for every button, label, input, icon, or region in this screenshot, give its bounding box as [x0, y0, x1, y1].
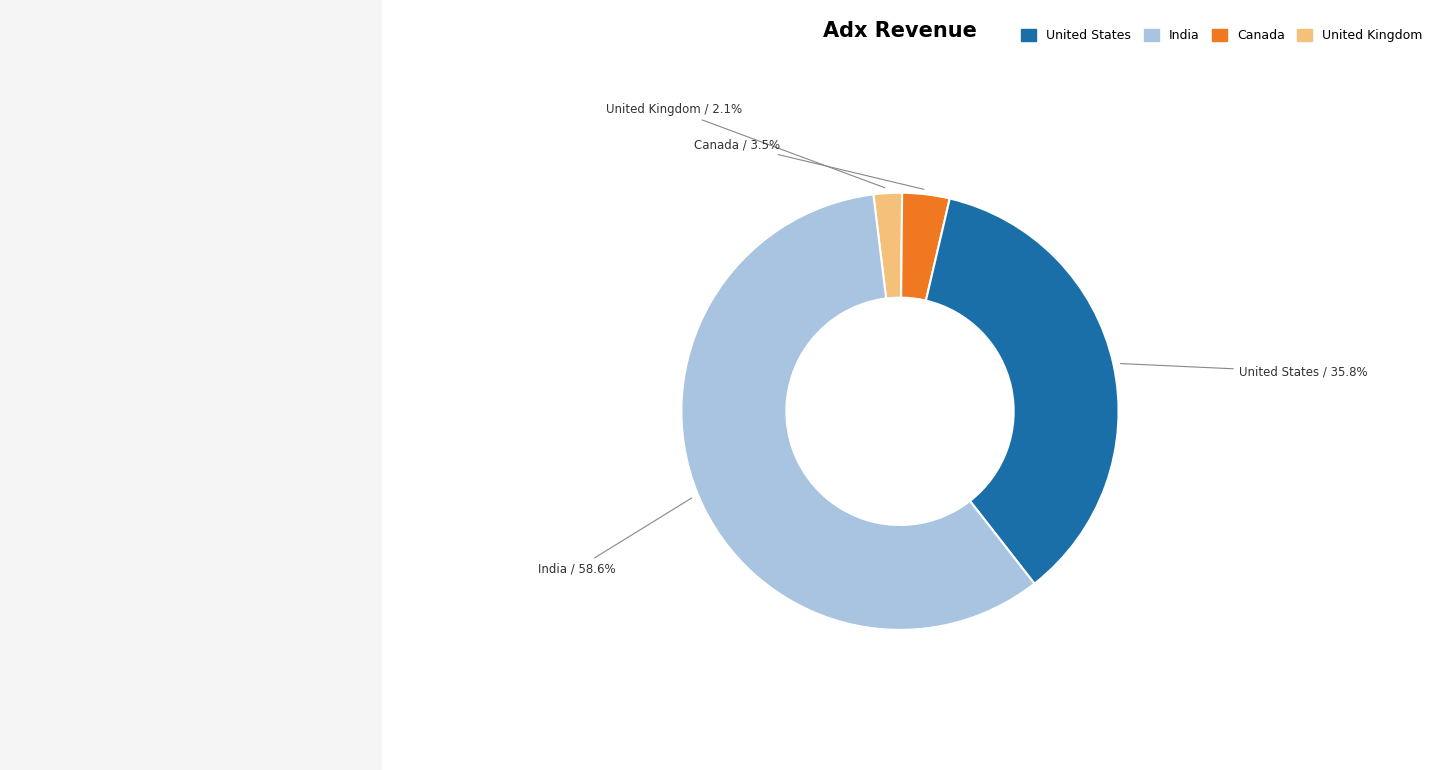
Wedge shape — [874, 192, 901, 299]
Wedge shape — [681, 194, 1034, 630]
Title: Adx Revenue: Adx Revenue — [824, 21, 976, 41]
Text: United States / 35.8%: United States / 35.8% — [1120, 363, 1368, 379]
Text: Canada / 3.5%: Canada / 3.5% — [694, 138, 924, 189]
Text: India / 58.6%: India / 58.6% — [539, 498, 691, 575]
Legend: United States, India, Canada, United Kingdom: United States, India, Canada, United Kin… — [1018, 25, 1427, 46]
Text: United Kingdom / 2.1%: United Kingdom / 2.1% — [606, 103, 884, 188]
Wedge shape — [926, 199, 1119, 584]
Wedge shape — [901, 192, 950, 300]
